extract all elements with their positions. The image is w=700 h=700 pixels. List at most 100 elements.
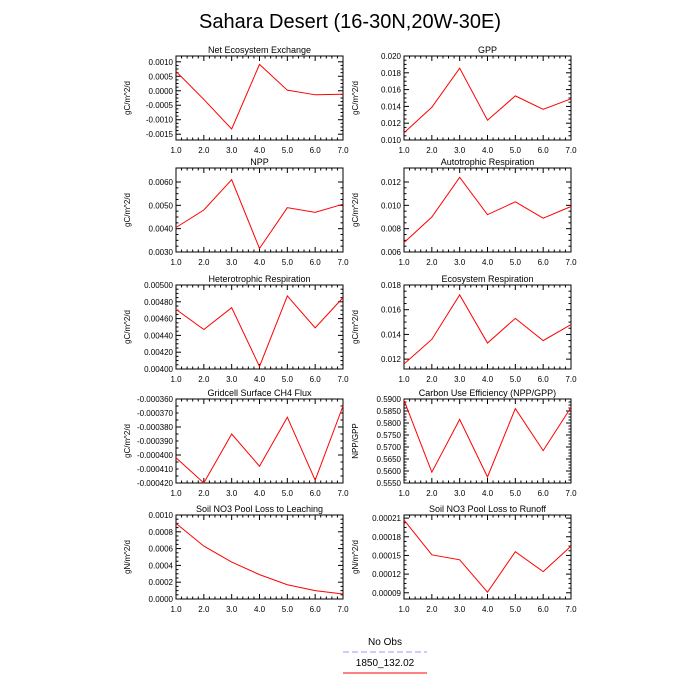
y-tick-label: 0.008 xyxy=(381,225,402,234)
panel-title: Soil NO3 Pool Loss to Runoff xyxy=(429,504,546,514)
panel-title: Gridcell Surface CH4 Flux xyxy=(207,388,312,398)
y-tick-label: 0.0000 xyxy=(149,87,174,96)
x-tick-label: 6.0 xyxy=(310,146,322,155)
plot-frame xyxy=(175,55,344,141)
y-axis-label: gN/m^2/d xyxy=(123,540,132,574)
x-tick-label: 4.0 xyxy=(482,146,494,155)
x-tick-label: 3.0 xyxy=(454,146,466,155)
series-line xyxy=(403,67,572,134)
panel-5: 1.0 2.0 3.0 4.0 5.0 6.0 7.0 0.00400 0.00420 0.004… xyxy=(123,274,349,384)
y-tick-label: -0.0010 xyxy=(146,116,174,125)
y-tick-label: 0.010 xyxy=(381,136,402,145)
x-tick-label: 7.0 xyxy=(565,258,577,267)
x-tick-label: 3.0 xyxy=(226,146,238,155)
y-tick-label: 0.0006 xyxy=(149,545,174,554)
y-tick-label: 0.014 xyxy=(381,330,402,339)
x-tick-label: 1.0 xyxy=(170,489,182,498)
y-axis-label: gC/m^2/d xyxy=(351,193,360,227)
x-tick-label: 1.0 xyxy=(398,605,410,614)
x-tick-label: 3.0 xyxy=(454,605,466,614)
x-tick-label: 7.0 xyxy=(565,375,577,384)
y-tick-label: 0.5550 xyxy=(377,479,402,488)
y-tick-label: 0.012 xyxy=(381,178,402,187)
y-axis-label: gC/m^2/d xyxy=(123,81,132,115)
x-tick-label: 7.0 xyxy=(565,146,577,155)
x-tick-label: 2.0 xyxy=(198,146,210,155)
x-tick-label: 3.0 xyxy=(454,258,466,267)
panel-title: GPP xyxy=(478,45,497,55)
x-tick-label: 3.0 xyxy=(454,375,466,384)
y-tick-label: 0.014 xyxy=(381,102,402,111)
y-tick-label: 0.5750 xyxy=(377,431,402,440)
x-tick-label: 4.0 xyxy=(482,489,494,498)
y-tick-label: 0.5800 xyxy=(377,419,402,428)
x-tick-label: 5.0 xyxy=(282,146,294,155)
x-tick-label: 5.0 xyxy=(510,375,522,384)
x-tick-label: 2.0 xyxy=(426,146,438,155)
x-tick-label: 3.0 xyxy=(226,375,238,384)
y-tick-label: 0.0005 xyxy=(149,72,174,81)
x-tick-label: 4.0 xyxy=(254,146,266,155)
panel-1: 1.0 2.0 3.0 4.0 5.0 6.0 7.0 -0.0015 -0.0010 -0.00… xyxy=(123,45,349,155)
y-tick-label: 0.5850 xyxy=(377,407,402,416)
y-tick-label: 0.00480 xyxy=(144,298,173,307)
x-tick-label: 2.0 xyxy=(198,605,210,614)
x-tick-label: 7.0 xyxy=(337,605,349,614)
series-line xyxy=(175,178,344,250)
y-tick-label: 0.00015 xyxy=(372,551,401,560)
x-tick-label: 5.0 xyxy=(282,375,294,384)
x-tick-label: 6.0 xyxy=(538,258,550,267)
panel-10: 1.0 2.0 3.0 4.0 5.0 6.0 7.0 0.00009 0.00012 0.000… xyxy=(351,504,577,614)
y-axis-label: gC/m^2/d xyxy=(123,193,132,227)
legend: No Obs 1850_132.02 xyxy=(343,637,427,674)
series-line xyxy=(403,293,572,365)
x-tick-label: 6.0 xyxy=(538,146,550,155)
y-tick-label: 0.5700 xyxy=(377,443,402,452)
x-tick-label: 2.0 xyxy=(426,258,438,267)
panel-title: Heterotrophic Respiration xyxy=(208,274,310,284)
y-tick-label: 0.012 xyxy=(381,355,402,364)
x-tick-label: 4.0 xyxy=(254,375,266,384)
x-tick-label: 4.0 xyxy=(254,489,266,498)
y-tick-label: 0.00500 xyxy=(144,281,173,290)
x-tick-label: 6.0 xyxy=(310,605,322,614)
panel-4: 1.0 2.0 3.0 4.0 5.0 6.0 7.0 0.006 0.008 0.010 0.01… xyxy=(351,157,577,267)
x-tick-label: 6.0 xyxy=(310,375,322,384)
y-tick-label: 0.010 xyxy=(381,201,402,210)
y-tick-label: -0.000380 xyxy=(137,423,174,432)
page-title: Sahara Desert (16-30N,20W-30E) xyxy=(199,11,501,33)
panels: 1.0 2.0 3.0 4.0 5.0 6.0 7.0 -0.0015 -0.0010 -0.00… xyxy=(123,45,577,614)
series-line xyxy=(403,519,572,593)
x-tick-label: 5.0 xyxy=(510,605,522,614)
series-line xyxy=(403,400,572,479)
y-tick-label: -0.0005 xyxy=(146,101,174,110)
x-tick-label: 5.0 xyxy=(510,258,522,267)
x-tick-label: 4.0 xyxy=(482,258,494,267)
y-tick-label: 0.0010 xyxy=(149,58,174,67)
y-tick-label: 0.020 xyxy=(381,52,402,61)
x-tick-label: 1.0 xyxy=(398,489,410,498)
y-tick-label: 0.00009 xyxy=(372,589,401,598)
panel-7: 1.0 2.0 3.0 4.0 5.0 6.0 7.0 -0.000420 -0.000400 -… xyxy=(123,388,349,498)
x-tick-label: 1.0 xyxy=(398,258,410,267)
y-tick-label: -0.0015 xyxy=(146,130,174,139)
panel-title: Autotrophic Respiration xyxy=(441,157,535,167)
y-axis-label: gC/m^2/d xyxy=(123,424,132,458)
series-line xyxy=(175,294,344,368)
y-tick-label: -0.000370 xyxy=(137,409,174,418)
x-tick-label: 7.0 xyxy=(565,605,577,614)
y-axis-label: gC/m^2/d xyxy=(351,81,360,115)
x-tick-label: 1.0 xyxy=(398,375,410,384)
y-tick-label: 0.00440 xyxy=(144,331,173,340)
panel-title: Carbon Use Efficiency (NPP/GPP) xyxy=(419,388,556,398)
x-tick-label: 6.0 xyxy=(538,605,550,614)
x-tick-label: 6.0 xyxy=(310,258,322,267)
x-tick-label: 7.0 xyxy=(337,375,349,384)
panel-title: Soil NO3 Pool Loss to Leaching xyxy=(196,504,323,514)
x-tick-label: 2.0 xyxy=(426,489,438,498)
plot-frame xyxy=(403,398,572,484)
y-tick-label: 0.0000 xyxy=(149,595,174,604)
x-tick-label: 2.0 xyxy=(426,375,438,384)
y-tick-label: 0.00021 xyxy=(372,514,401,523)
